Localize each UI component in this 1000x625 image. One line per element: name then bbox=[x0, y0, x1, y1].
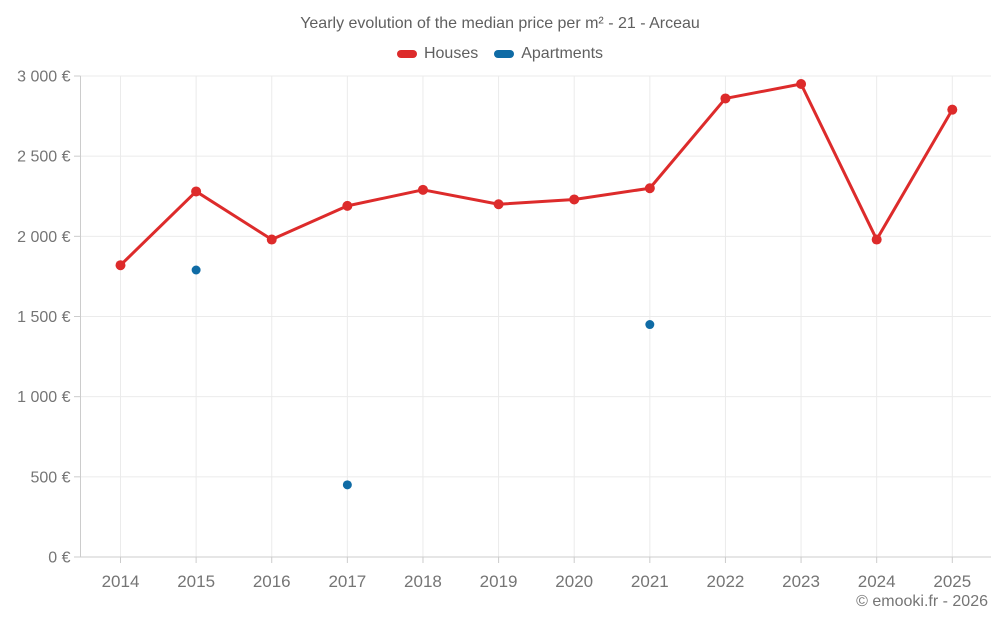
x-tick-label-2018: 2018 bbox=[404, 572, 442, 591]
houses-point-2018[interactable] bbox=[417, 184, 428, 195]
houses-point-2022[interactable] bbox=[720, 93, 731, 104]
x-tick-label-2017: 2017 bbox=[328, 572, 366, 591]
x-tick-label-2025: 2025 bbox=[933, 572, 971, 591]
houses-point-2015[interactable] bbox=[191, 186, 202, 197]
x-tick-label-2020: 2020 bbox=[555, 572, 593, 591]
legend-item-apartments[interactable]: Apartments bbox=[494, 45, 603, 63]
apartments-point-2015[interactable] bbox=[191, 265, 201, 275]
houses-point-2021[interactable] bbox=[644, 183, 655, 194]
x-tick-label-2015: 2015 bbox=[177, 572, 215, 591]
x-tick-label-2023: 2023 bbox=[782, 572, 820, 591]
houses-line bbox=[119, 82, 954, 267]
copyright-text: © emooki.fr - 2026 bbox=[856, 593, 988, 610]
x-tick-label-2016: 2016 bbox=[253, 572, 291, 591]
houses-point-2016[interactable] bbox=[266, 234, 277, 245]
x-tick-label-2019: 2019 bbox=[480, 572, 518, 591]
houses-point-2025[interactable] bbox=[947, 104, 958, 115]
apartments-point-2021[interactable] bbox=[645, 320, 655, 330]
y-tick-label-0: 0 € bbox=[48, 550, 70, 567]
legend-item-houses[interactable]: Houses bbox=[396, 45, 479, 63]
houses-point-2014[interactable] bbox=[115, 260, 126, 271]
apartments-legend-swatch bbox=[494, 50, 515, 58]
houses-point-2017[interactable] bbox=[342, 200, 353, 211]
houses-point-2020[interactable] bbox=[569, 194, 580, 205]
y-tick-label-2000: 2 000 € bbox=[17, 229, 70, 246]
houses-legend-swatch bbox=[396, 50, 417, 58]
x-tick-label-2014: 2014 bbox=[102, 572, 140, 591]
x-tick-label-2021: 2021 bbox=[631, 572, 669, 591]
chart-legend: Houses Apartments bbox=[0, 45, 1000, 63]
houses-point-2024[interactable] bbox=[871, 234, 882, 245]
legend-label-apartments: Apartments bbox=[521, 45, 604, 62]
x-tick-label-2022: 2022 bbox=[707, 572, 745, 591]
apartments-point-2017[interactable] bbox=[342, 480, 352, 490]
houses-point-2019[interactable] bbox=[493, 199, 504, 210]
y-tick-label-1500: 1 500 € bbox=[17, 309, 70, 326]
y-tick-label-3000: 3 000 € bbox=[17, 69, 70, 86]
y-tick-label-500: 500 € bbox=[30, 469, 70, 486]
chart-title: Yearly evolution of the median price per… bbox=[300, 15, 700, 32]
y-tick-label-1000: 1 000 € bbox=[17, 389, 70, 406]
legend-label-houses: Houses bbox=[423, 45, 479, 62]
y-tick-label-2500: 2 500 € bbox=[17, 149, 70, 166]
houses-point-2023[interactable] bbox=[796, 79, 807, 90]
x-tick-label-2024: 2024 bbox=[858, 572, 896, 591]
